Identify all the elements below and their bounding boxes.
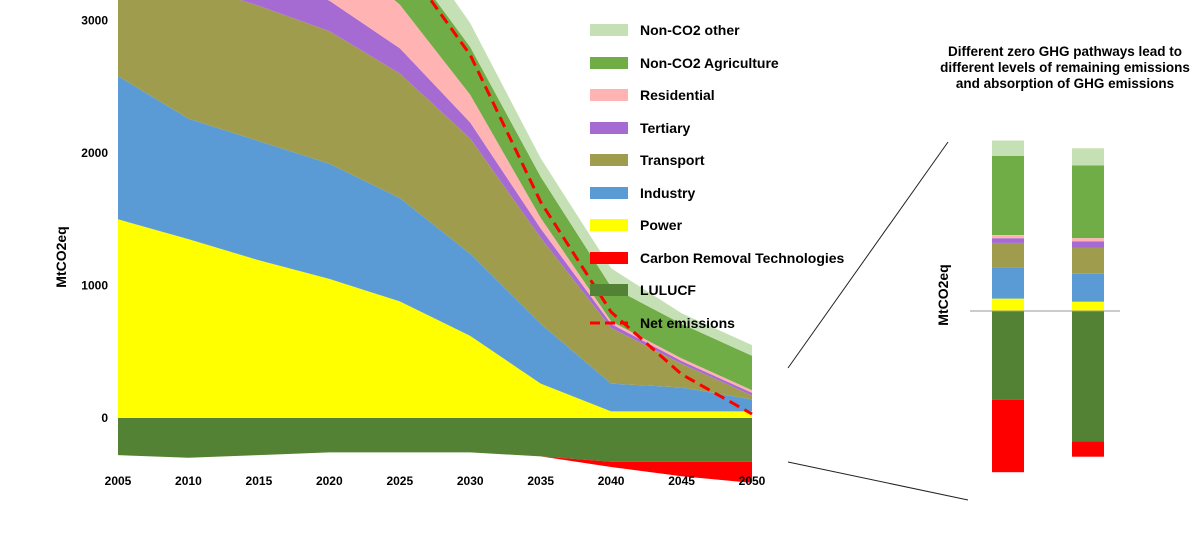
y-axis-label: MtCO2eq [53,226,69,287]
bar-1-residential [992,235,1024,239]
pathway-bars-group [992,140,1104,473]
x-tick-label: 2045 [668,474,695,488]
legend-swatch [590,154,628,167]
legend-swatch [590,317,628,329]
bar-2-lulucf [1072,311,1104,442]
bar-1-industry [992,267,1024,299]
legend-swatch [590,219,628,232]
x-tick-label: 2035 [527,474,554,488]
bar-1-transport [992,242,1024,268]
zoom-line-top [787,141,949,369]
x-tick-label: 2010 [175,474,202,488]
legend-swatch [590,186,628,199]
x-tick-label: 2005 [105,474,132,488]
x-tick-label: 2030 [457,474,484,488]
x-axis-ticks: 2005 2010 2015 2020 2025 2030 2035 2040 2045 2050 [105,474,766,488]
chart-legend: Non-CO2 other Non-CO2 Agriculture Resident… [590,14,844,339]
area-transport [118,0,752,400]
area-carbon-removal-technologies [118,452,752,483]
legend-label: Transport [640,152,705,169]
bar-2-residential [1072,238,1104,242]
y-axis-ticks: 010002000300040005000 [81,14,108,426]
bar-1-power [992,298,1024,311]
area-non-co2-other [435,0,752,356]
side-chart-title: Different zero GHG pathways lead to diff… [940,44,1190,91]
legend-label: Non-CO2 other [640,22,740,39]
zoom-connector-lines [787,141,969,501]
x-tick-label: 2040 [598,474,625,488]
area-industry [118,76,752,412]
legend-item-power: Power [590,209,844,242]
bar-2-non-co2-other [1072,148,1104,166]
negative-area-series-group [118,418,752,483]
legend-item-industry: Industry [590,177,844,210]
legend-swatch [590,284,628,297]
legend-label: Carbon Removal Technologies [640,249,845,266]
legend-swatch [590,251,628,264]
bar-2-transport [1072,247,1104,274]
legend-swatch [590,56,628,69]
area-non-co2-agriculture [394,0,752,391]
legend-item-transport: Transport [590,144,844,177]
zoom-line-bottom [787,461,969,501]
legend-swatch [590,89,628,102]
bar-2-industry [1072,273,1104,302]
bar-1-tertiary [992,238,1024,243]
net-emissions-line [428,0,753,416]
bar-2-non-co2-agriculture [1072,165,1104,239]
y-tick-label: 3000 [81,14,108,28]
legend-swatch [590,121,628,134]
legend-swatch [590,24,628,37]
bar-1-carbon-removal-technologies [992,399,1024,473]
legend-label: Residential [640,87,715,104]
bar-2-tertiary [1072,241,1104,248]
x-tick-label: 2050 [739,474,766,488]
area-lulucf [118,418,752,462]
x-tick-label: 2015 [246,474,273,488]
legend-label: Net emissions [640,314,735,331]
legend-item-non-co2-other: Non-CO2 other [590,14,844,47]
bar-2-power [1072,301,1104,311]
side-y-axis-label: MtCO2eq [935,264,951,325]
legend-item-tertiary: Tertiary [590,112,844,145]
bar-1-non-co2-agriculture [992,156,1024,235]
legend-item-net-emissions: Net emissions [590,307,844,340]
bar-2-carbon-removal-technologies [1072,441,1104,457]
bar-1-non-co2-other [992,140,1024,156]
legend-item-residential: Residential [590,79,844,112]
legend-label: Industry [640,184,696,201]
legend-item-non-co2-agriculture: Non-CO2 Agriculture [590,47,844,80]
legend-label: LULUCF [640,282,696,299]
y-tick-label: 1000 [81,279,108,293]
legend-item-carbon-removal-technologies: Carbon Removal Technologies [590,242,844,275]
x-tick-label: 2025 [386,474,413,488]
legend-item-lulucf: LULUCF [590,274,844,307]
y-tick-label: 2000 [81,146,108,160]
x-tick-label: 2020 [316,474,343,488]
bar-1-lulucf [992,311,1024,400]
legend-label: Non-CO2 Agriculture [640,54,779,71]
legend-label: Power [640,217,683,234]
y-tick-label: 0 [101,411,108,425]
area-series-group [118,0,752,418]
legend-label: Tertiary [640,119,691,136]
